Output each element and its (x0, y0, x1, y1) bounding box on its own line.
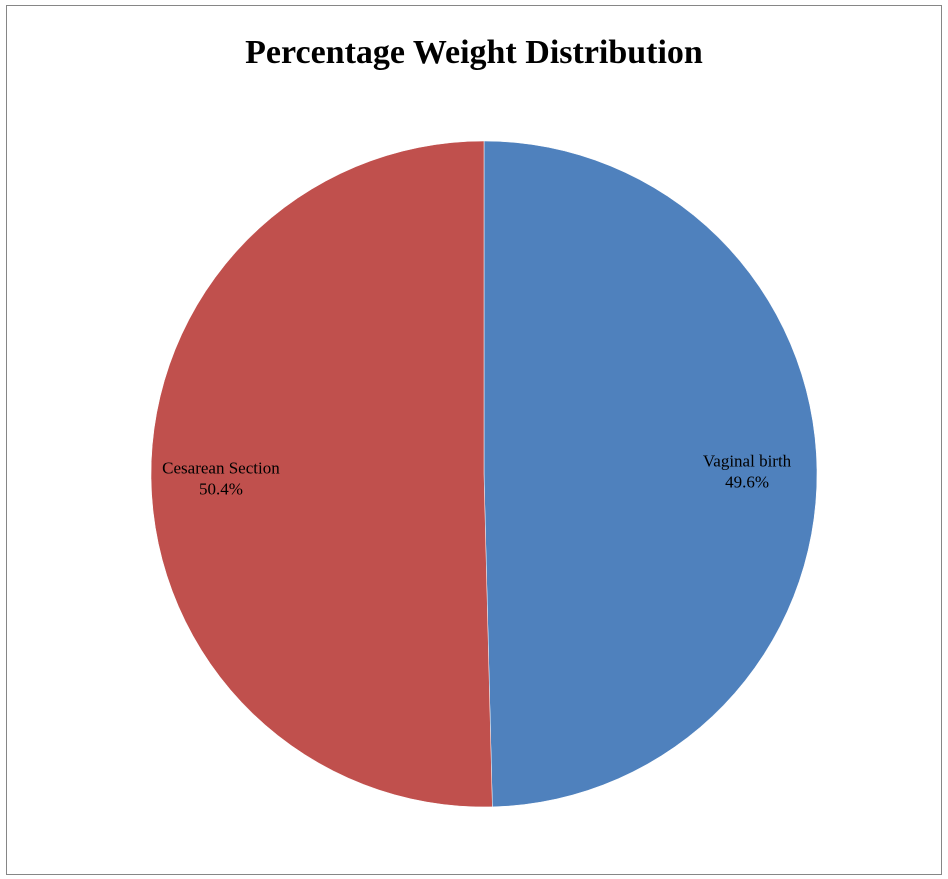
pie-plot-area: Vaginal birth 49.6% Cesarean Section 50.4% (150, 140, 818, 808)
pie-slice-vaginal-birth (483, 140, 818, 808)
chart-frame: Percentage Weight Distribution Vaginal b… (6, 5, 942, 875)
chart-title: Percentage Weight Distribution (245, 34, 703, 71)
slice-data-label: Vaginal birth 49.6% (703, 452, 792, 492)
slice-category-label: Vaginal birth (703, 452, 792, 471)
slice-data-label: Cesarean Section 50.4% (162, 458, 280, 498)
slice-category-label: Cesarean Section (162, 458, 280, 477)
slice-percent-label: 50.4% (199, 479, 243, 498)
slice-percent-label: 49.6% (725, 473, 769, 492)
pie-slice-cesarean-section (150, 140, 493, 808)
